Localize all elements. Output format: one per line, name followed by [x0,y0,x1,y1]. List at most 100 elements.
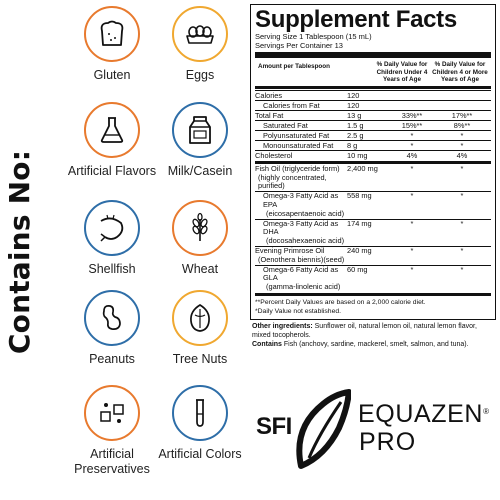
nutrient-amount: 2.5 g [347,130,364,140]
facts-row-fish-oil: Fish Oil (triglyceride form) (highly conc… [255,163,491,191]
nutrient-amount: 558 mg [347,191,372,201]
facts-row-calories: Calories 120 [255,89,491,100]
contains-text: Fish (anchovy, sardine, mackerel, smelt,… [283,341,469,348]
col-spacer [333,61,373,84]
nutrient-amount: 8 g [347,140,358,150]
nutrient-amount: 13 g [347,110,362,120]
nutrient-name: Omega-6 Fatty Acid as GLA (gamma-linoleni… [255,264,347,292]
nutrient-name: Calories from Fat [263,100,320,110]
nutrient-dv-over4: 4% [456,150,468,160]
nutrient-dv-under4: 15%** [401,120,423,130]
nutrient-sub: (Oenothera biennis)(seed) [258,254,345,264]
nutrient-name: Cholesterol [255,150,293,160]
nutrient-sub: (gamma-linolenic acid) [266,282,341,292]
allergen-tree-nuts: Tree Nuts [150,290,250,386]
nutrient-amount: 1.5 g [347,120,364,130]
allergen-label: Artificial Flavors [67,164,157,178]
col-amount: Amount per Tablespoon [258,63,330,70]
supplement-facts-panel: Supplement Facts Serving Size 1 Tablespo… [250,4,496,320]
facts-row-polyunsaturated-fat: Polyunsaturated Fat 2.5 g * * [255,129,491,140]
brand-name: EQUAZEN® [358,400,490,428]
medium-rule [255,292,491,296]
thick-rule [255,52,491,58]
nutrient-main: Evening Primrose Oil [255,245,325,255]
eggs-carton-icon [172,6,228,62]
nutrient-sub: (eicosapentaenoic acid) [266,208,345,218]
nutrient-name: Calories [255,90,283,100]
nutrient-name: Omega-3 Fatty Acid as EPA (eicosapentaeno… [255,191,347,218]
test-tube-icon [172,385,228,441]
medium-rule [255,160,491,164]
nutrient-amount: 120 [347,90,360,100]
nutrient-amount: 60 mg [347,264,368,274]
brand-line2: PRO [359,428,417,456]
allergen-label: Milk/Casein [167,164,233,178]
nutrient-dv-under4: 4% [406,150,418,160]
allergen-label: Gluten [93,68,131,82]
nutrient-dv-over4: * [460,218,464,228]
nutrient-main: Omega-6 Fatty Acid as GLA [263,264,339,283]
nutrient-name: Monounsaturated Fat [263,140,334,150]
facts-title: Supplement Facts [255,6,457,33]
serving-size: Serving Size 1 Tablespoon (15 mL) [255,32,372,41]
tree-nut-icon [172,290,228,346]
nutrient-dv-over4: 8%** [453,120,471,130]
allergen-gluten: Gluten [62,6,162,102]
allergen-wheat: Wheat [150,200,250,296]
nutrient-dv-under4: 33%** [401,110,423,120]
nutrient-name: Polyunsaturated Fat [263,130,330,140]
facts-row-calories-from-fat: Calories from Fat 120 [255,99,491,110]
nutrient-main: Omega-3 Fatty Acid as DHA [263,218,339,237]
nutrient-name: Omega-3 Fatty Acid as DHA (docosahexaenoi… [255,218,347,246]
nutrient-name: Evening Primrose Oil (Oenothera biennis)(… [255,245,347,265]
facts-row-epa: Omega-3 Fatty Acid as EPA (eicosapentaeno… [255,191,491,218]
allergen-artificial-colors: Artificial Colors [150,385,250,481]
nutrient-dv-over4 [437,101,487,110]
nutrient-dv-under4: * [410,140,414,150]
allergen-label: Wheat [181,262,219,276]
milk-carton-icon [172,102,228,158]
nutrient-dv-over4: * [460,191,464,201]
nutrient-amount: 2,400 mg [347,163,378,173]
facts-row-saturated-fat: Saturated Fat 1.5 g 15%** 8%** [255,119,491,130]
nutrient-dv-over4: * [460,264,464,274]
contains-line: Contains Fish (anchovy, sardine, mackere… [252,340,496,349]
shrimp-icon [84,200,140,256]
contains-label: Contains [252,341,282,348]
nutrient-dv-under4: * [410,191,414,201]
nutrient-name: Saturated Fat [263,120,308,130]
nutrient-sub: (highly concentrated, purified) [258,172,327,191]
facts-row-total-fat: Total Fat 13 g 33%** 17%** [255,109,491,120]
allergen-artificial-preservatives: Artificial Preservatives [62,385,162,481]
other-ingredients: Other ingredients: Sunflower oil, natura… [252,322,496,349]
ingredients-label: Other ingredients: [252,323,313,330]
nutrient-dv-over4: 17%** [451,110,473,120]
facts-row-gla: Omega-6 Fatty Acid as GLA (gamma-linoleni… [255,264,491,292]
registered-mark: ® [483,407,490,416]
nutrient-name: Fish Oil (triglyceride form) (highly conc… [255,163,347,191]
allergen-label: Eggs [185,68,215,82]
nutrient-amount: 174 mg [347,218,372,228]
wheat-icon [172,200,228,256]
footnote-not-established: *Daily Value not established. [255,307,342,315]
allergen-label: Artificial Colors [158,447,242,461]
flask-icon [84,102,140,158]
allergen-eggs: Eggs [150,6,250,102]
nutrient-dv-under4 [387,101,437,110]
peanut-icon [84,290,140,346]
servings-per-container: Servings Per Container 13 [255,41,343,50]
nutrient-dv-under4: * [410,264,414,274]
ingredients-text: Sunflower oil, natural lemon oil, natura… [252,323,477,339]
footnote-dv: **Percent Daily Values are based on a 2,… [255,298,426,306]
nutrient-main: Fish Oil (triglyceride form) [255,163,340,173]
brand-line1: EQUAZEN [358,400,484,428]
nutrient-dv-under4: * [410,130,414,140]
allergen-label: Tree Nuts [172,352,228,366]
allergen-shellfish: Shellfish [62,200,162,296]
preservatives-icon [84,385,140,441]
sfi-leaf-logo [296,389,351,469]
nutrient-dv-over4 [437,91,487,100]
nutrient-dv-under4: * [410,245,414,255]
allergen-label: Peanuts [89,352,135,366]
medium-rule [255,85,491,89]
